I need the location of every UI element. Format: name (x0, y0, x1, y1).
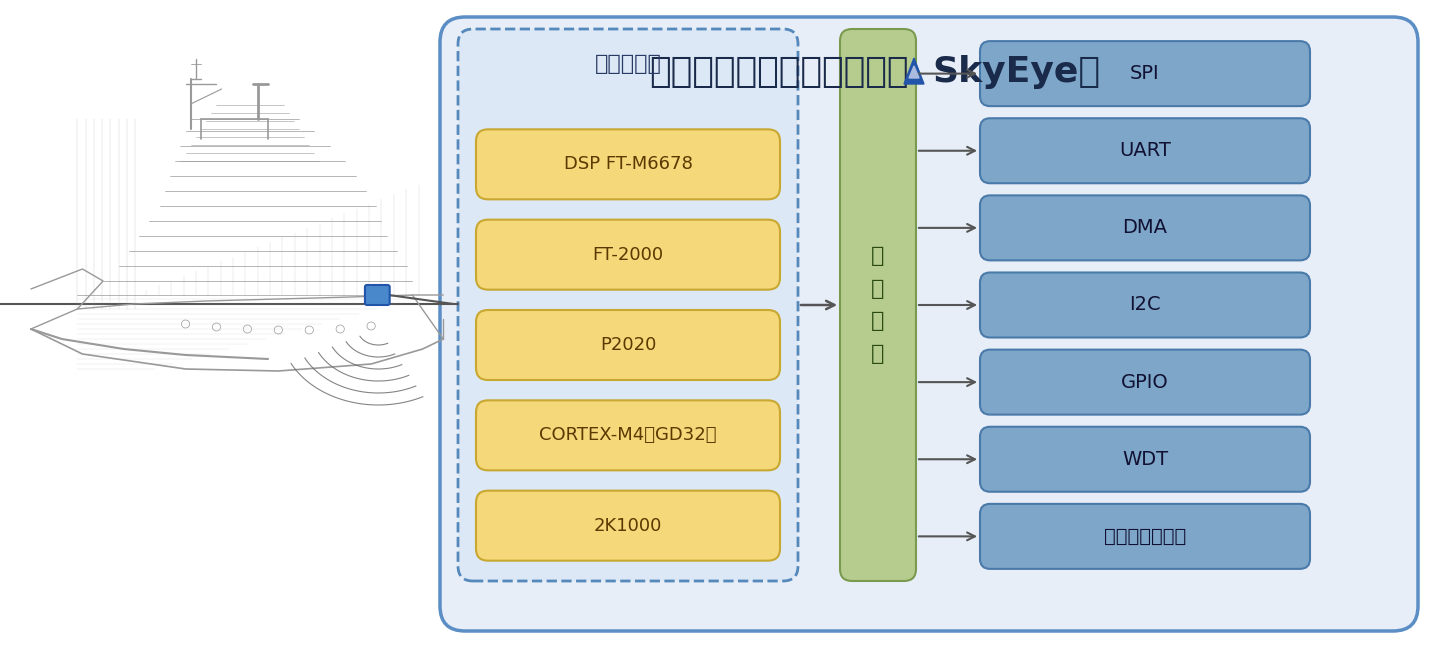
Text: GPIO: GPIO (1122, 373, 1169, 391)
FancyBboxPatch shape (981, 118, 1310, 183)
FancyBboxPatch shape (981, 195, 1310, 260)
Text: DMA: DMA (1123, 218, 1168, 238)
Text: 2K1000: 2K1000 (593, 517, 662, 535)
FancyBboxPatch shape (981, 427, 1310, 492)
Polygon shape (904, 58, 924, 84)
FancyBboxPatch shape (477, 310, 780, 380)
Text: SkyEye）: SkyEye） (932, 55, 1100, 89)
Text: 中断控制器设备: 中断控制器设备 (1104, 527, 1187, 546)
FancyBboxPatch shape (981, 41, 1310, 106)
FancyBboxPatch shape (364, 285, 390, 305)
FancyBboxPatch shape (477, 491, 780, 561)
FancyBboxPatch shape (477, 219, 780, 289)
FancyBboxPatch shape (477, 129, 780, 199)
Text: P2020: P2020 (600, 336, 657, 354)
FancyBboxPatch shape (981, 273, 1310, 337)
Text: FT-2000: FT-2000 (592, 246, 664, 263)
Text: I2C: I2C (1129, 295, 1161, 315)
Text: 内
存
总
线: 内 存 总 线 (871, 246, 884, 364)
FancyBboxPatch shape (441, 17, 1418, 631)
Text: 水声设备模块级仿真系统（: 水声设备模块级仿真系统（ (649, 55, 909, 89)
Polygon shape (909, 66, 919, 78)
Text: DSP FT-M6678: DSP FT-M6678 (563, 155, 693, 173)
Text: WDT: WDT (1122, 450, 1168, 469)
FancyBboxPatch shape (477, 400, 780, 471)
Text: CORTEX-M4（GD32）: CORTEX-M4（GD32） (539, 426, 717, 445)
Text: UART: UART (1119, 141, 1171, 160)
FancyBboxPatch shape (458, 29, 798, 581)
FancyBboxPatch shape (840, 29, 916, 581)
Text: SPI: SPI (1130, 64, 1159, 83)
Text: 处理器核心: 处理器核心 (595, 54, 661, 74)
FancyBboxPatch shape (981, 504, 1310, 569)
FancyBboxPatch shape (981, 350, 1310, 415)
